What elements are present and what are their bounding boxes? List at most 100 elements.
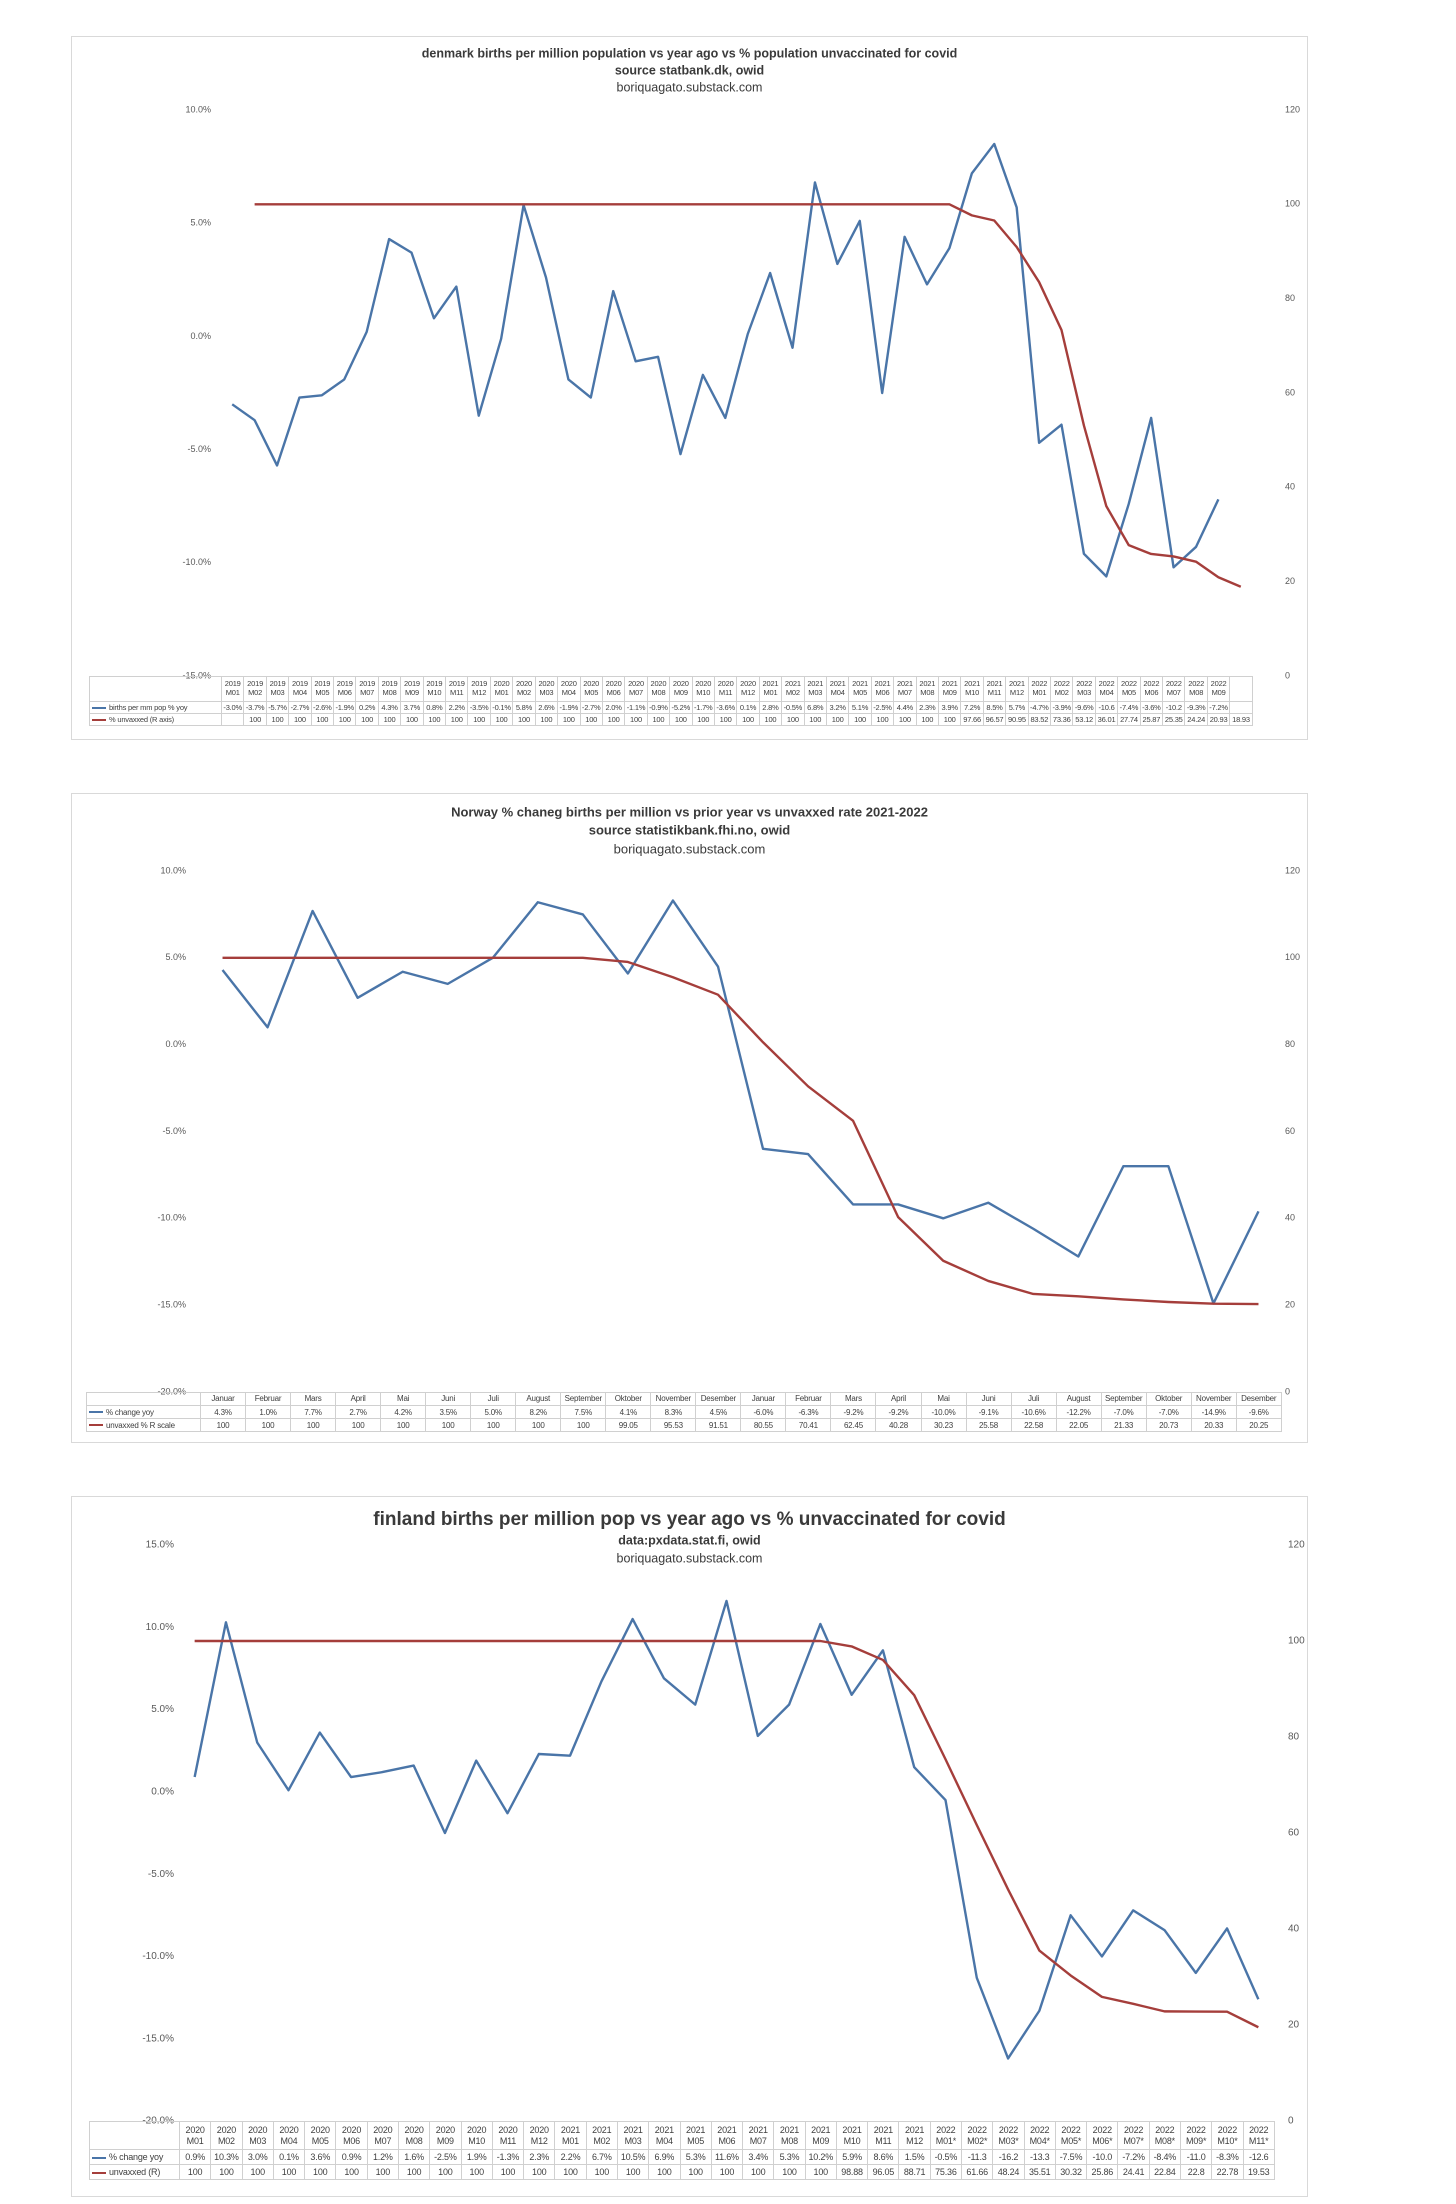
data-label: 7.7% (290, 1405, 337, 1419)
data-label: 100 (333, 713, 357, 726)
data-label: 6.9% (648, 2149, 681, 2165)
data-label: 100 (470, 1418, 517, 1432)
category-label: 2020 M08 (397, 2121, 431, 2150)
table-header-row: 2020 M01 2020 M02 2020 M03 2020 M04 2020 M05… (89, 2121, 1275, 2150)
data-label (1229, 701, 1253, 714)
y-tick-label: 10.0% (160, 865, 186, 875)
data-label: -9.6% (1235, 1405, 1282, 1419)
y-tick-label: -5.0% (148, 1869, 174, 1880)
data-label: 100 (245, 1418, 292, 1432)
category-label: 2020 M12 (523, 2121, 556, 2150)
category-label: 2021 M07 (893, 676, 917, 702)
category-label: 2020 M10 (460, 2121, 493, 2150)
data-label: -1.9% (557, 701, 581, 714)
data-label: 100 (515, 1418, 562, 1432)
data-label: -9.2% (830, 1405, 877, 1419)
data-label: -14.9% (1190, 1405, 1237, 1419)
data-label: 96.57 (982, 713, 1007, 726)
legend-entry: births per mm pop % yoy (89, 701, 222, 714)
data-label: -0.9% (646, 701, 671, 714)
data-label: -9.2% (875, 1405, 922, 1419)
data-label: 3.6% (304, 2149, 337, 2165)
data-label: 3.2% (825, 701, 850, 714)
y-tick-label: 0.0% (151, 1786, 174, 1797)
chart-credit: boriquagato.substack.com (617, 1551, 763, 1565)
data-label: 100 (304, 2164, 337, 2180)
legend-entry: unvaxxed (R) (89, 2164, 180, 2180)
data-label: 100 (803, 713, 827, 726)
legend-swatch (92, 2156, 106, 2159)
data-label: 80.55 (740, 1418, 787, 1432)
category-label: 2021 M10 (960, 676, 984, 702)
data-label: 100 (272, 2164, 306, 2180)
data-label: 100 (648, 2164, 681, 2180)
data-label: -2.6% (310, 701, 335, 714)
data-label: -5.7% (265, 701, 290, 714)
data-label: 100 (915, 713, 940, 726)
category-label: April (335, 1392, 382, 1406)
data-label: 99.05 (605, 1418, 652, 1432)
data-table: 2019 M01 2019 M02 2019 M03 2019 M04 2019 M05… (89, 676, 1253, 726)
data-label: 100 (288, 713, 312, 726)
data-label: 5.0% (470, 1405, 517, 1419)
category-label: 2022 M05 (1117, 676, 1141, 702)
data-label (220, 713, 245, 726)
data-label: 100 (366, 2164, 399, 2180)
y2-tick-label: 20 (1285, 576, 1295, 586)
data-label: 100 (736, 713, 760, 726)
data-label: 6.8% (803, 701, 827, 714)
data-label: 4.5% (695, 1405, 742, 1419)
data-label: 83.52 (1027, 713, 1052, 726)
category-label: 2020 M11 (713, 676, 738, 702)
data-label: 0.8% (422, 701, 447, 714)
category-label: 2022 M03 (1072, 676, 1096, 702)
category-label: 2021 M11 (982, 676, 1007, 702)
data-label: 2.2% (554, 2149, 587, 2165)
table-body: 2019 M01 2019 M02 2019 M03 2019 M04 2019 M05… (89, 676, 1253, 726)
data-label: 95.53 (650, 1418, 697, 1432)
legend-entry: % unvaxxed (R axis) (89, 713, 222, 726)
legend-label: births per mm pop % yoy (109, 703, 188, 712)
category-label: 2021 M04 (648, 2121, 681, 2150)
data-label: -10.0% (920, 1405, 967, 1419)
data-label: -1.7% (691, 701, 715, 714)
data-label: 5.3% (773, 2149, 806, 2165)
data-label: 18.93 (1229, 713, 1253, 726)
data-label: -7.5% (1054, 2149, 1088, 2165)
category-label: 2020 M01 (489, 676, 514, 702)
data-label: 0.9% (178, 2149, 212, 2165)
data-label: 91.51 (695, 1418, 742, 1432)
data-label: 8.6% (867, 2149, 900, 2165)
category-label: 2021 M08 (773, 2121, 806, 2150)
data-label: 100 (679, 2164, 712, 2180)
y2-tick-label: 80 (1285, 293, 1295, 303)
category-label: 2021 M06 (710, 2121, 744, 2150)
data-label: 24.41 (1117, 2164, 1150, 2180)
y-tick-label: 0.0% (190, 331, 211, 341)
chart-title: Norway % chaneg births per million vs pr… (451, 804, 928, 819)
data-label: 1.6% (397, 2149, 431, 2165)
data-label: 100 (804, 2164, 837, 2180)
category-label: Februar (785, 1392, 832, 1406)
data-label: 1.5% (898, 2149, 931, 2165)
data-label: 6.7% (585, 2149, 618, 2165)
data-label: -11.3 (961, 2149, 994, 2165)
data-label: 25.58 (965, 1418, 1012, 1432)
data-label: 7.2% (960, 701, 984, 714)
data-label: -1.3% (491, 2149, 525, 2165)
data-label: -2.7% (288, 701, 312, 714)
category-label: 2020 M10 (691, 676, 715, 702)
category-label: 2021 M01 (758, 676, 783, 702)
category-label: Desember (695, 1392, 742, 1406)
y2-tick-label: 120 (1288, 1540, 1305, 1551)
category-label: April (875, 1392, 922, 1406)
data-label: 11.6% (710, 2149, 744, 2165)
data-label: 3.5% (425, 1405, 472, 1419)
data-label: 100 (460, 2164, 493, 2180)
table-corner (89, 676, 222, 702)
category-label: 2022 M09* (1179, 2121, 1213, 2150)
category-label: 2021 M05 (848, 676, 872, 702)
data-label: 100 (848, 713, 872, 726)
data-label: 36.01 (1094, 713, 1119, 726)
